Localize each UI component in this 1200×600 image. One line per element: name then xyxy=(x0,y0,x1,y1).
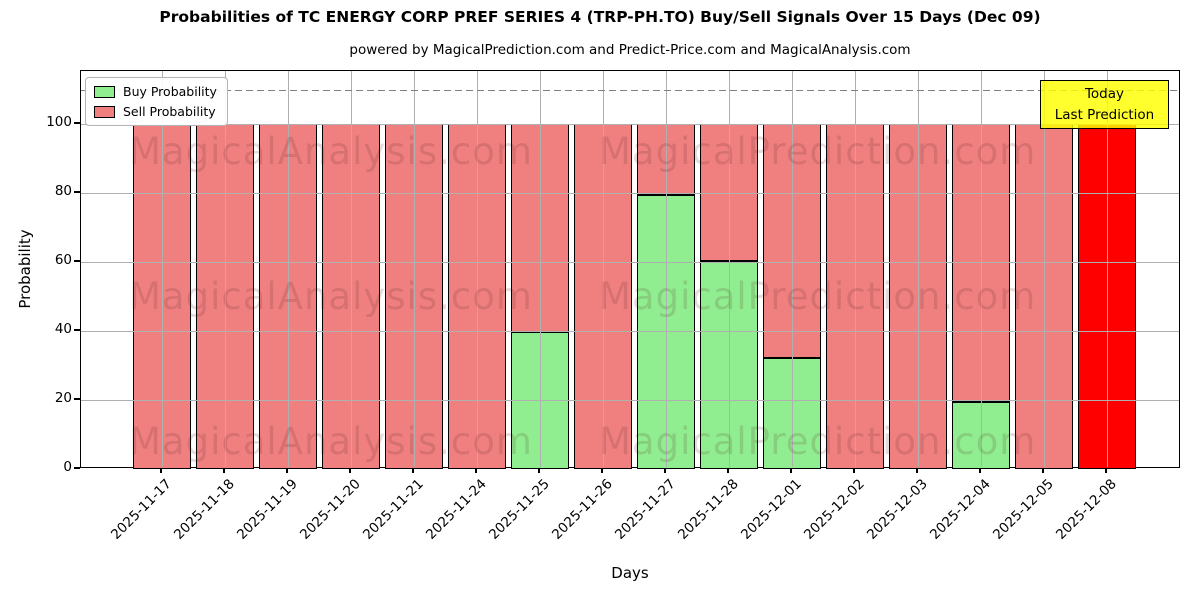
watermark-text: MagicalPrediction.com xyxy=(599,275,1037,318)
chart-title: Probabilities of TC ENERGY CORP PREF SER… xyxy=(159,8,1041,26)
y-tick-label: 100 xyxy=(46,114,72,130)
x-tick-label-text: 2025-12-01 xyxy=(737,476,805,543)
x-tick-mark xyxy=(475,468,477,473)
vertical-gridline xyxy=(980,71,982,467)
vertical-gridline xyxy=(917,71,919,467)
x-tick-mark xyxy=(286,468,288,473)
legend: Buy Probability Sell Probability xyxy=(85,77,228,126)
threshold-dashed-line xyxy=(81,89,1179,92)
x-tick-label-text: 2025-11-24 xyxy=(422,476,490,543)
y-tick-label: 80 xyxy=(54,183,72,199)
vertical-gridline xyxy=(350,71,352,467)
x-tick-mark xyxy=(601,468,603,473)
x-tick-mark xyxy=(790,468,792,473)
today-annotation-line2: Last Prediction xyxy=(1054,106,1155,123)
horizontal-gridline xyxy=(81,124,1179,125)
x-tick-label-text: 2025-11-19 xyxy=(233,476,301,543)
x-tick-label-text: 2025-11-27 xyxy=(611,476,679,543)
y-tick-label: 20 xyxy=(54,390,72,406)
vertical-gridline xyxy=(728,71,730,467)
y-tick-mark xyxy=(74,191,80,193)
vertical-gridline xyxy=(854,71,856,467)
y-tick-label: 0 xyxy=(63,459,72,475)
x-tick-mark xyxy=(223,468,225,473)
buy-swatch-icon xyxy=(94,85,115,98)
x-tick-mark xyxy=(538,468,540,473)
x-tick-label-text: 2025-12-03 xyxy=(863,476,931,543)
watermark-text: MagicalAnalysis.com xyxy=(129,275,533,318)
x-tick-label-text: 2025-11-26 xyxy=(548,476,616,543)
y-axis-label: Probability xyxy=(16,229,34,309)
vertical-gridline xyxy=(1106,71,1108,467)
legend-entry-sell: Sell Probability xyxy=(94,104,217,119)
vertical-gridline xyxy=(602,71,604,467)
today-annotation: Today Last Prediction xyxy=(1040,80,1169,129)
x-tick-label-text: 2025-11-17 xyxy=(107,476,175,543)
plot-area: Buy Probability Sell Probability Today L… xyxy=(80,70,1180,469)
x-tick-mark xyxy=(349,468,351,473)
vertical-gridline xyxy=(287,71,289,467)
vertical-gridline xyxy=(413,71,415,467)
y-tick-label: 40 xyxy=(54,321,72,337)
y-tick-mark xyxy=(74,329,80,331)
x-tick-mark xyxy=(916,468,918,473)
x-tick-mark xyxy=(979,468,981,473)
legend-entry-buy: Buy Probability xyxy=(94,84,217,99)
y-tick-mark xyxy=(74,467,80,469)
x-tick-mark xyxy=(853,468,855,473)
x-axis-label: Days xyxy=(611,564,649,582)
x-tick-label-text: 2025-11-28 xyxy=(674,476,742,543)
x-tick-mark xyxy=(664,468,666,473)
watermark-text: MagicalAnalysis.com xyxy=(129,130,533,173)
sell-swatch-icon xyxy=(94,105,115,118)
horizontal-gridline xyxy=(81,331,1179,332)
horizontal-gridline xyxy=(81,193,1179,194)
legend-label-sell: Sell Probability xyxy=(123,104,216,119)
vertical-gridline xyxy=(791,71,793,467)
vertical-gridline xyxy=(161,71,163,467)
vertical-gridline xyxy=(476,71,478,467)
x-tick-mark xyxy=(727,468,729,473)
x-tick-label-text: 2025-11-18 xyxy=(170,476,238,543)
x-tick-mark xyxy=(1042,468,1044,473)
y-tick-label: 60 xyxy=(54,252,72,268)
watermark-text: MagicalPrediction.com xyxy=(599,420,1037,463)
vertical-gridline xyxy=(1043,71,1045,467)
x-tick-label-text: 2025-12-02 xyxy=(800,476,868,543)
x-tick-mark xyxy=(1105,468,1107,473)
x-tick-label-text: 2025-12-08 xyxy=(1052,476,1120,543)
horizontal-gridline xyxy=(81,400,1179,401)
y-tick-mark xyxy=(74,398,80,400)
vertical-gridline xyxy=(539,71,541,467)
x-tick-mark xyxy=(412,468,414,473)
horizontal-gridline xyxy=(81,262,1179,263)
chart-subtitle: powered by MagicalPrediction.com and Pre… xyxy=(349,42,911,58)
y-tick-mark xyxy=(74,122,80,124)
watermark-text: MagicalPrediction.com xyxy=(599,130,1037,173)
x-tick-label-text: 2025-12-05 xyxy=(989,476,1057,543)
x-tick-label-text: 2025-12-04 xyxy=(926,476,994,543)
today-annotation-line1: Today xyxy=(1084,86,1125,102)
y-tick-mark xyxy=(74,260,80,262)
x-tick-label-text: 2025-11-25 xyxy=(485,476,553,543)
legend-label-buy: Buy Probability xyxy=(123,84,217,99)
vertical-gridline xyxy=(224,71,226,467)
x-tick-mark xyxy=(160,468,162,473)
watermark-text: MagicalAnalysis.com xyxy=(129,420,533,463)
x-tick-label-text: 2025-11-21 xyxy=(359,476,427,543)
x-tick-label-text: 2025-11-20 xyxy=(296,476,364,543)
vertical-gridline xyxy=(665,71,667,467)
